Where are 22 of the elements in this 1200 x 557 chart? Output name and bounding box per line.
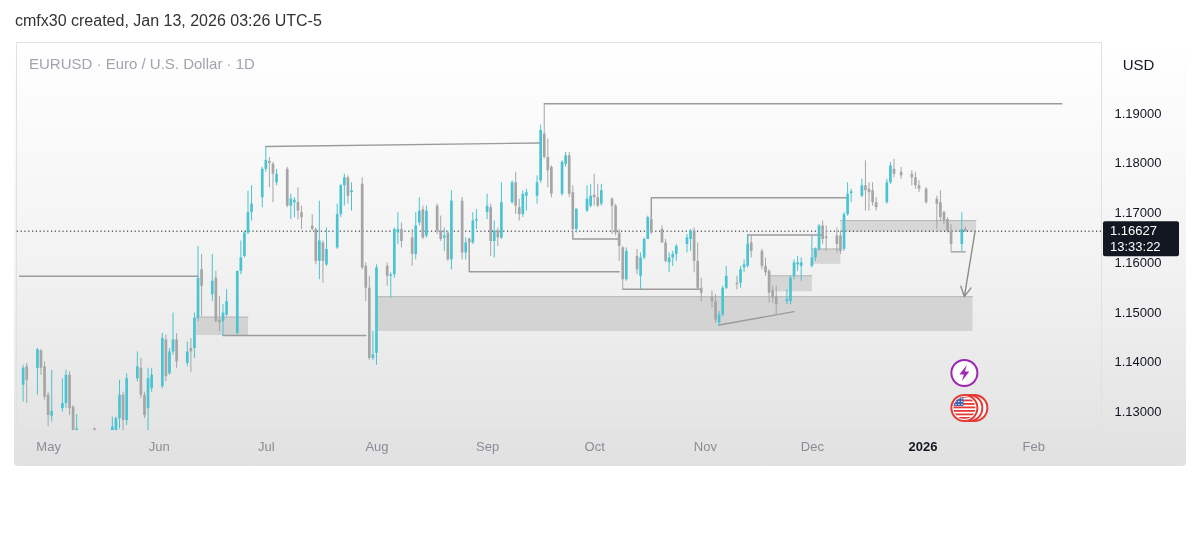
x-tick-label: Jul xyxy=(258,438,275,454)
y-tick-label: 1.19000 xyxy=(1114,105,1162,121)
text: cmfx30 created, Jan 13, 2026 03:26 UTC-5 xyxy=(15,12,322,30)
x-tick-label: May xyxy=(36,438,62,454)
x-tick-label: Feb xyxy=(1022,438,1045,454)
x-tick-label: Aug xyxy=(365,438,389,454)
x-tick-label: Jun xyxy=(148,438,170,454)
x-tick-label: Dec xyxy=(800,438,825,454)
x-tick-label: Oct xyxy=(584,438,606,454)
x-tick-label: 2026 xyxy=(908,438,938,454)
text: EURUSD · Euro / U.S. Dollar · 1D xyxy=(29,55,256,72)
y-tick-label: 1.13000 xyxy=(1114,404,1162,420)
text: 13:33:22 xyxy=(1110,239,1161,255)
y-tick-label: 1.17000 xyxy=(1114,205,1162,221)
x-tick-label: Nov xyxy=(693,438,718,454)
ref-line-label: 1.16627 xyxy=(1110,223,1157,239)
x-tick-label: Sep xyxy=(476,438,500,454)
y-tick-label: 1.15000 xyxy=(1114,304,1162,320)
y-tick-label: 1.16000 xyxy=(1114,254,1162,270)
y-axis-title: USD xyxy=(1122,55,1155,73)
y-tick-label: 1.14000 xyxy=(1114,354,1162,370)
y-tick-label: 1.18000 xyxy=(1114,155,1162,171)
